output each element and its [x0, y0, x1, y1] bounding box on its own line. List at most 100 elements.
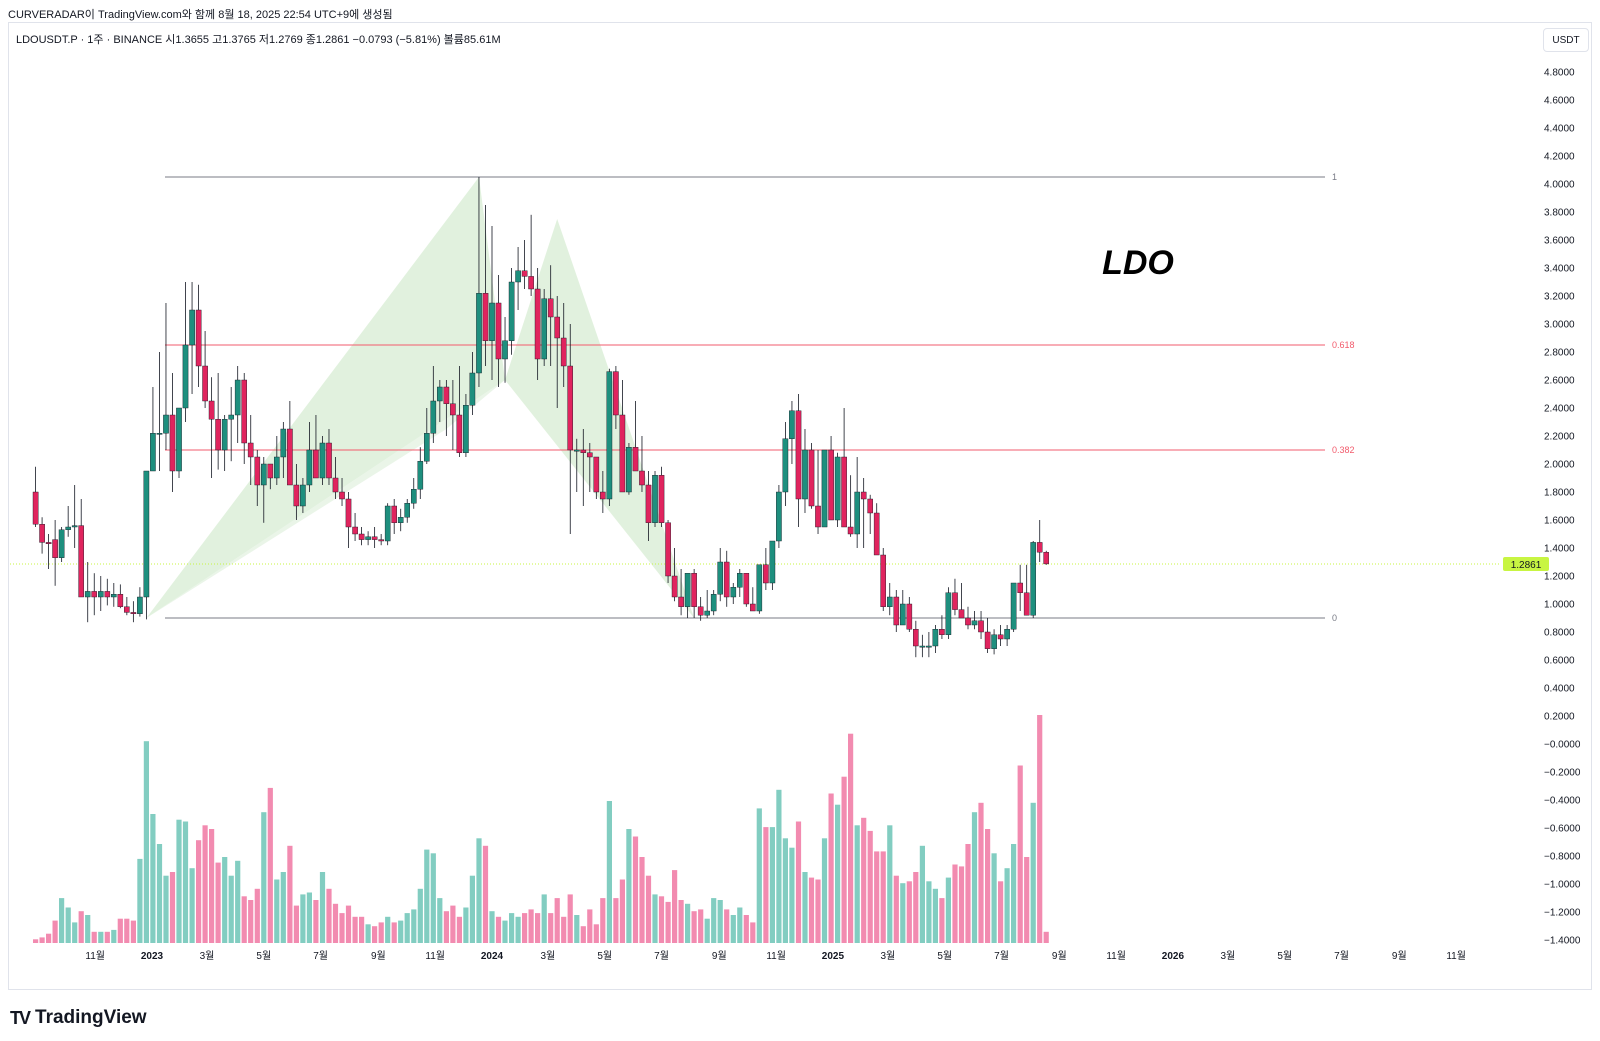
volume-bar [293, 905, 299, 943]
candle-body [306, 449, 313, 486]
volume-bar [65, 907, 71, 943]
candle-body [97, 591, 104, 598]
candle-body [965, 617, 971, 626]
volume-bar [1017, 765, 1023, 943]
candle-body [691, 573, 697, 608]
volume-bar [437, 898, 443, 943]
y-axis-tick-label: 1.0000 [1544, 600, 1575, 611]
candle-body [593, 456, 600, 493]
candle-body [717, 561, 723, 595]
candle-body [130, 612, 137, 615]
candle-body [417, 461, 424, 490]
candle-body [430, 400, 437, 434]
y-axis-tick-label: 4.4000 [1544, 124, 1575, 135]
candle-body [893, 596, 900, 626]
volume-bar [359, 916, 365, 943]
candle-body [600, 491, 606, 500]
candle-body [52, 539, 58, 558]
candle-body [984, 631, 991, 649]
candle-body [521, 270, 528, 277]
candle-body [658, 475, 665, 524]
x-axis-tick-label: 11월 [85, 950, 105, 962]
candle-body [554, 316, 560, 339]
volume-bar [202, 825, 208, 943]
volume-bar [672, 870, 678, 943]
volume-bar [365, 924, 371, 943]
volume-bar [515, 916, 521, 943]
volume-bar [300, 894, 306, 943]
volume-bar [176, 819, 182, 943]
volume-bar [1043, 931, 1049, 943]
volume-bar [509, 913, 515, 943]
candle-body [626, 447, 632, 493]
volume-bar [958, 866, 965, 943]
candle-body [580, 449, 587, 453]
candle-body [854, 491, 860, 535]
candle-body [397, 517, 404, 524]
volume-bar [1037, 715, 1043, 943]
x-axis-tick-label: 2023 [141, 951, 164, 962]
volume-bar [378, 922, 384, 943]
candle-body [202, 365, 208, 402]
volume-bar [978, 802, 984, 943]
tradingview-brand[interactable]: TV TradingView [10, 1007, 147, 1029]
volume-bar [52, 920, 58, 943]
volume-bar [463, 907, 469, 943]
candle-body [991, 634, 997, 649]
y-axis-tick-label: −0.4000 [1544, 796, 1581, 807]
volume-bar [711, 898, 717, 943]
candle-body [437, 386, 443, 402]
volume-bar [795, 821, 802, 943]
volume-bar [808, 877, 815, 943]
volume-bar [789, 847, 795, 943]
candle-body [515, 270, 521, 283]
y-axis-tick-label: 0.6000 [1544, 656, 1575, 667]
candle-body [1017, 582, 1023, 594]
candle-body [65, 526, 71, 530]
candle-body [280, 428, 287, 458]
currency-button[interactable]: USDT [1543, 28, 1589, 52]
candle-body [332, 477, 339, 493]
candle-body [463, 405, 469, 454]
x-axis-tick-label: 11월 [766, 950, 786, 962]
symbol-info[interactable]: LDOUSDT.P · 1주 · BINANCE 시1.3655 고1.3765… [16, 34, 501, 46]
fib-level-label: 0.382 [1332, 445, 1355, 455]
volume-bar [645, 875, 652, 943]
candle-body [958, 609, 965, 619]
candle-body [952, 592, 958, 610]
volume-bar [561, 916, 567, 943]
volume-bar [398, 920, 404, 943]
y-axis-tick-label: 2.0000 [1544, 460, 1575, 471]
candle-body [345, 498, 352, 528]
y-axis-tick-label: −1.0000 [1544, 880, 1581, 891]
candle-body [71, 525, 78, 528]
candle-body [776, 491, 782, 542]
candle-body [502, 340, 508, 360]
y-axis-tick-label: −1.4000 [1544, 936, 1581, 947]
y-axis-tick-label: −0.2000 [1544, 768, 1581, 779]
candle-body [632, 447, 639, 472]
y-axis-tick-label: 3.8000 [1544, 208, 1575, 219]
candle-body [326, 442, 332, 479]
volume-bar [867, 830, 873, 943]
candle-body [287, 428, 293, 486]
volume-bar [267, 787, 273, 943]
volume-bar [880, 851, 886, 943]
price-chart[interactable]: 1 0.618 0.382 0 4.8000 4.6000 4.4000 4.2000 4.00… [0, 0, 1600, 1000]
candle-body [378, 539, 385, 542]
tradingview-logo-icon: TV [10, 1007, 31, 1028]
candle-body [365, 536, 371, 540]
candle-body [39, 524, 45, 543]
volume-bar [476, 838, 482, 943]
last-price-badge [1503, 556, 1549, 571]
candle-body [652, 475, 658, 524]
volume-bar [78, 911, 84, 943]
volume-bar [769, 827, 775, 943]
candle-body [489, 302, 495, 341]
candle-body [867, 498, 873, 514]
candle-body [221, 419, 228, 451]
volume-bar [196, 840, 202, 943]
volume-bar [717, 900, 723, 943]
brand-name: TradingView [35, 1007, 147, 1028]
candle-body [900, 603, 906, 626]
